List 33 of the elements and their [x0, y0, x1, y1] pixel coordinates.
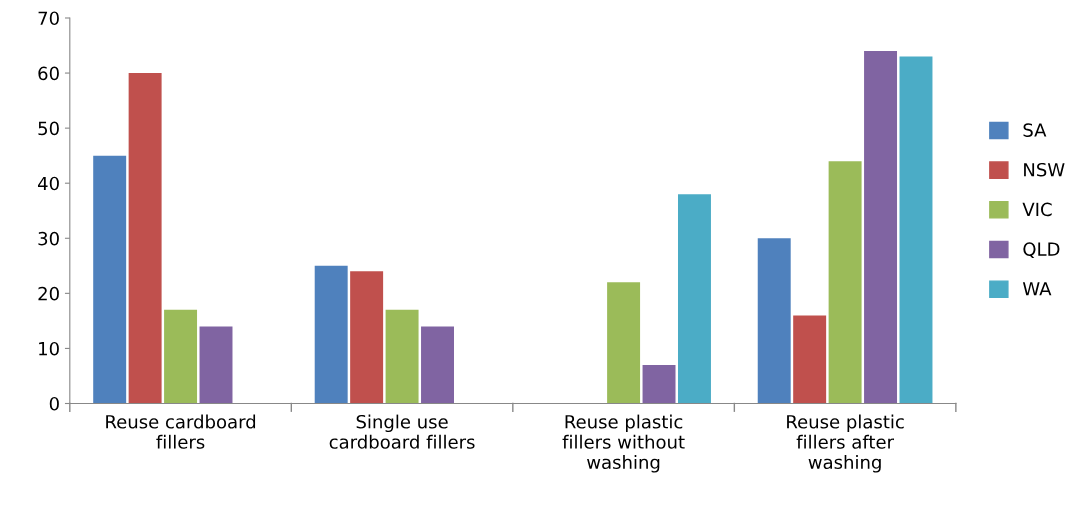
bar: [314, 265, 348, 404]
bar: [421, 326, 454, 404]
y-tick-label: 40: [38, 176, 59, 191]
bar: [93, 155, 127, 404]
legend-label: QLD: [1023, 242, 1060, 259]
bar: [899, 56, 933, 404]
bar: [350, 271, 384, 404]
bar: [793, 315, 827, 404]
x-tick-label: Reuse cardboard fillers: [106, 414, 256, 449]
y-tick-label: 50: [38, 121, 59, 136]
y-tick-label: 30: [38, 231, 59, 246]
y-tick-label: 70: [38, 11, 59, 26]
x-tick-label: Reuse plastic fillers without washing: [562, 414, 685, 473]
y-tick-label: 0: [49, 396, 59, 411]
legend-label: VIC: [1022, 202, 1052, 217]
bar: [199, 326, 233, 404]
bar: [864, 51, 898, 404]
y-tick-label: 60: [38, 66, 59, 81]
legend-label: NSW: [1024, 162, 1065, 177]
bar: [677, 194, 711, 404]
bar: [757, 238, 791, 404]
bar: [164, 309, 198, 404]
bar: [385, 309, 419, 404]
bar: [607, 282, 641, 404]
bar: [128, 73, 162, 404]
y-tick-label: 10: [39, 341, 59, 356]
x-tick-label: Reuse plastic fillers after washing: [787, 414, 904, 473]
legend-label: SA: [1023, 123, 1047, 137]
y-tick-label: 20: [38, 286, 59, 301]
legend-label: WA: [1022, 282, 1052, 296]
bar: [642, 364, 676, 404]
x-tick-label: Single use cardboard fillers: [329, 414, 475, 449]
bar: [828, 161, 862, 404]
